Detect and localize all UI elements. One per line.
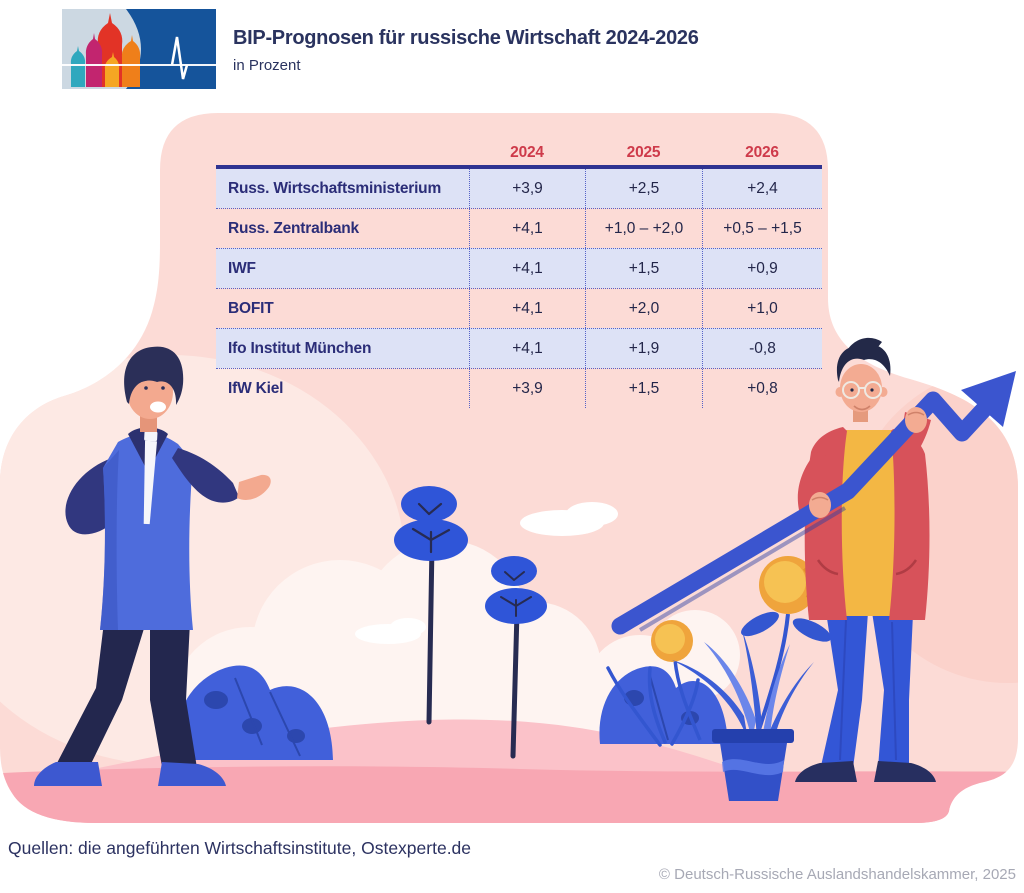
institution-label: Ifo Institut München	[228, 339, 372, 357]
table-row: IWF +4,1 +1,5 +0,9	[216, 248, 822, 288]
year-header-row: 2024 2025 2026	[216, 141, 822, 169]
table-row: BOFIT +4,1 +2,0 +1,0	[216, 288, 822, 328]
value-2025: +2,0	[585, 289, 702, 328]
value-2026: +0,9	[702, 249, 822, 288]
growth-arrow	[611, 371, 1016, 635]
value-2024: +3,9	[469, 369, 585, 408]
value-2024: +4,1	[469, 329, 585, 368]
table-row: Russ. Zentralbank +4,1 +1,0 – +2,0 +0,5 …	[216, 208, 822, 248]
gripping-hands	[809, 407, 927, 518]
value-2026: +2,4	[702, 169, 822, 208]
value-2024: +4,1	[469, 209, 585, 248]
pink-circle-right	[850, 367, 1018, 683]
brand-logo	[62, 9, 216, 89]
copyright-note: © Deutsch-Russische Auslandshandelskamme…	[658, 866, 1016, 883]
value-2026: +1,0	[702, 289, 822, 328]
value-2024: +4,1	[469, 249, 585, 288]
institution-label: IfW Kiel	[228, 379, 284, 397]
value-2025: +1,5	[585, 249, 702, 288]
year-header: 2025	[626, 144, 661, 161]
value-2025: +2,5	[585, 169, 702, 208]
institution-label: Russ. Wirtschaftsministerium	[228, 179, 442, 197]
pulse-panel	[126, 9, 216, 89]
year-header: 2026	[745, 144, 779, 161]
institution-label: Russ. Zentralbank	[228, 219, 359, 237]
coin-flower-small	[606, 620, 702, 747]
small-cloud	[520, 502, 618, 536]
bush-left	[176, 665, 333, 760]
value-2026: +0,5 – +1,5	[702, 209, 822, 248]
ground	[0, 766, 1018, 823]
table-row: Russ. Wirtschaftsministerium +3,9 +2,5 +…	[216, 169, 822, 208]
potted-plant	[672, 630, 814, 801]
tree-short	[485, 556, 547, 759]
table-row: Ifo Institut München +4,1 +1,9 -0,8	[216, 328, 822, 368]
baseline-rule	[62, 64, 216, 66]
table-row: IfW Kiel +3,9 +1,5 +0,8	[216, 368, 822, 408]
value-2025: +1,0 – +2,0	[585, 209, 702, 248]
left-person	[34, 346, 271, 786]
institution-label: IWF	[228, 259, 256, 277]
pulse-line-icon	[170, 36, 189, 80]
st-basils-cathedral-icon	[70, 13, 141, 87]
value-2026: +0,8	[702, 369, 822, 408]
tree-tall	[394, 486, 468, 725]
small-cloud	[355, 618, 426, 644]
value-2026: -0,8	[702, 329, 822, 368]
institution-label: BOFIT	[228, 299, 274, 317]
value-2025: +1,9	[585, 329, 702, 368]
value-2025: +1,5	[585, 369, 702, 408]
page-title: BIP-Prognosen für russische Wirtschaft 2…	[233, 27, 699, 49]
year-header: 2024	[510, 144, 544, 161]
sources-note: Quellen: die angeführten Wirtschaftsinst…	[8, 838, 472, 858]
value-2024: +3,9	[469, 169, 585, 208]
forecast-table: 2024 2025 2026 Russ. Wirtschaftsminister…	[216, 141, 822, 408]
page-subtitle: in Prozent	[233, 57, 301, 74]
value-2024: +4,1	[469, 289, 585, 328]
